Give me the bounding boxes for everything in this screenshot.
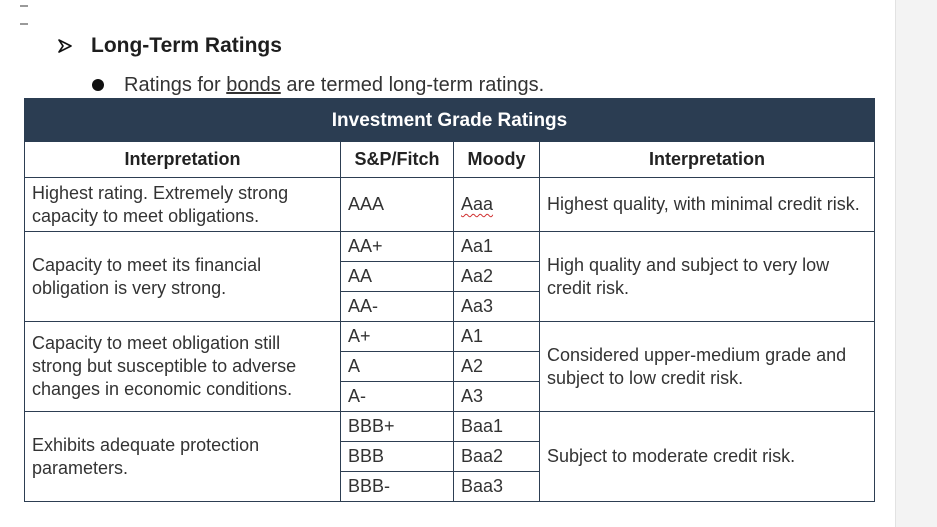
sp-rating-cell: BBB+: [340, 411, 454, 442]
section-heading: Long-Term Ratings: [91, 34, 282, 57]
moody-rating-cell: A2: [453, 351, 540, 382]
sub-bullet-suffix: are termed long-term ratings.: [280, 73, 545, 96]
moody-rating-cell: Aa2: [453, 261, 540, 292]
moody-rating-cell: Aa3: [453, 291, 540, 322]
interpretation-cell: High quality and subject to very low cre…: [538, 231, 876, 322]
moody-rating-cell: Baa3: [453, 471, 540, 502]
scroll-area[interactable]: [895, 0, 937, 527]
table-row: Exhibits adequate protection parameters.…: [24, 411, 876, 502]
table-row: BBB- Baa3: [25, 471, 875, 502]
interpretation-cell: Capacity to meet its financial obligatio…: [24, 231, 341, 322]
moody-rating-cell: A1: [453, 321, 540, 352]
dot-bullet-icon: [92, 79, 104, 91]
moody-rating-cell: Aa1: [453, 231, 540, 262]
sp-rating-cell: AAA: [340, 177, 454, 232]
bonds-link[interactable]: bonds: [226, 73, 281, 96]
ratings-table: Investment Grade Ratings Interpretation …: [23, 98, 876, 502]
column-header: Interpretation: [538, 141, 876, 178]
heading-bullet: Long-Term Ratings: [58, 32, 282, 60]
sp-rating-cell: AA: [340, 261, 454, 292]
arrow-bullet-icon: [58, 39, 72, 53]
interpretation-cell: Highest quality, with minimal credit ris…: [538, 177, 876, 232]
table-banner: Investment Grade Ratings: [23, 98, 876, 142]
interpretation-cell: Subject to moderate credit risk.: [538, 411, 876, 502]
clipped-top-text: [20, 0, 220, 25]
table-row: Capacity to meet obligation still strong…: [24, 321, 876, 412]
interpretation-cell: Considered upper-medium grade and subjec…: [538, 321, 876, 412]
sp-rating-cell: BBB-: [340, 471, 454, 502]
moody-rating-cell: Baa1: [453, 411, 540, 442]
sp-rating-cell: AA+: [340, 231, 454, 262]
table-row: AA- Aa3: [25, 291, 875, 322]
table-row: Highest rating. Extremely strong capacit…: [24, 177, 876, 232]
sub-bullet-prefix: Ratings for: [124, 73, 227, 96]
sub-bullet: Ratings for bonds are termed long-term r…: [92, 72, 544, 98]
moody-rating-cell: Aaa: [453, 177, 540, 232]
slide: Long-Term Ratings Ratings for bonds are …: [20, 0, 876, 502]
sp-rating-cell: A-: [340, 381, 454, 412]
moody-rating-cell: Baa2: [453, 441, 540, 472]
table-row: A- A3: [25, 381, 875, 412]
table-row: Capacity to meet its financial obligatio…: [24, 231, 876, 322]
sp-rating-cell: A+: [340, 321, 454, 352]
column-header: Interpretation: [24, 141, 341, 178]
column-header: S&P/Fitch: [340, 141, 454, 178]
interpretation-cell: Highest rating. Extremely strong capacit…: [24, 177, 341, 232]
interpretation-cell: Capacity to meet obligation still strong…: [24, 321, 341, 412]
moody-rating-cell: A3: [453, 381, 540, 412]
table-row: AA Aa2: [25, 261, 875, 292]
moody-rating-spellcheck: Aaa: [461, 194, 494, 214]
sp-rating-cell: BBB: [340, 441, 454, 472]
table-row: A A2: [25, 351, 875, 382]
sp-rating-cell: A: [340, 351, 454, 382]
sp-rating-cell: AA-: [340, 291, 454, 322]
sub-bullet-text: Ratings for bonds are termed long-term r…: [124, 74, 544, 97]
table-row: BBB Baa2: [25, 441, 875, 472]
interpretation-cell: Exhibits adequate protection parameters.: [24, 411, 341, 502]
column-header: Moody: [453, 141, 540, 178]
